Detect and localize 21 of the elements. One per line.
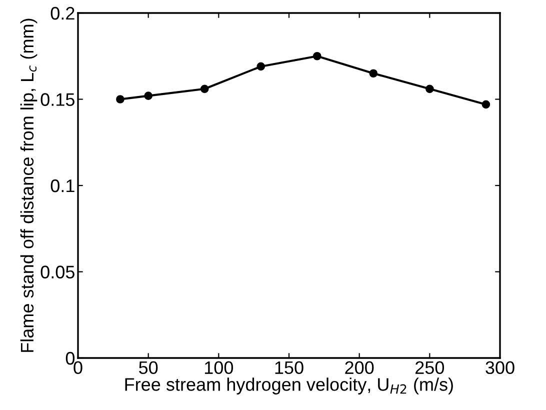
y-tick-label: 0 [66,352,75,365]
x-tick-label: 50 [139,361,158,374]
x-tick-label: 200 [345,361,374,374]
x-tick-label: 250 [416,361,444,374]
point [312,52,322,60]
point [369,69,378,78]
x-axis-title: Free stream hydrogen velocity, U$_{H2}$ (m/s) [125,378,453,394]
point [116,95,124,104]
y-tick-label: 0.2 [50,6,74,20]
point [482,100,490,109]
point [426,84,434,94]
y-tick-label: 0.05 [40,266,74,278]
x-tick-label: 150 [275,361,304,374]
x-tick-label: 100 [204,361,234,374]
y-tick-label: 0.15 [40,93,74,106]
point [144,92,152,100]
point [256,62,266,71]
point [200,84,209,94]
x-tick-label: 300 [486,361,514,374]
y-axis-title: Flame stand off distance from lip, L$_{c}$ (mm) [20,18,38,352]
y-tick-label: 0.1 [50,179,74,192]
